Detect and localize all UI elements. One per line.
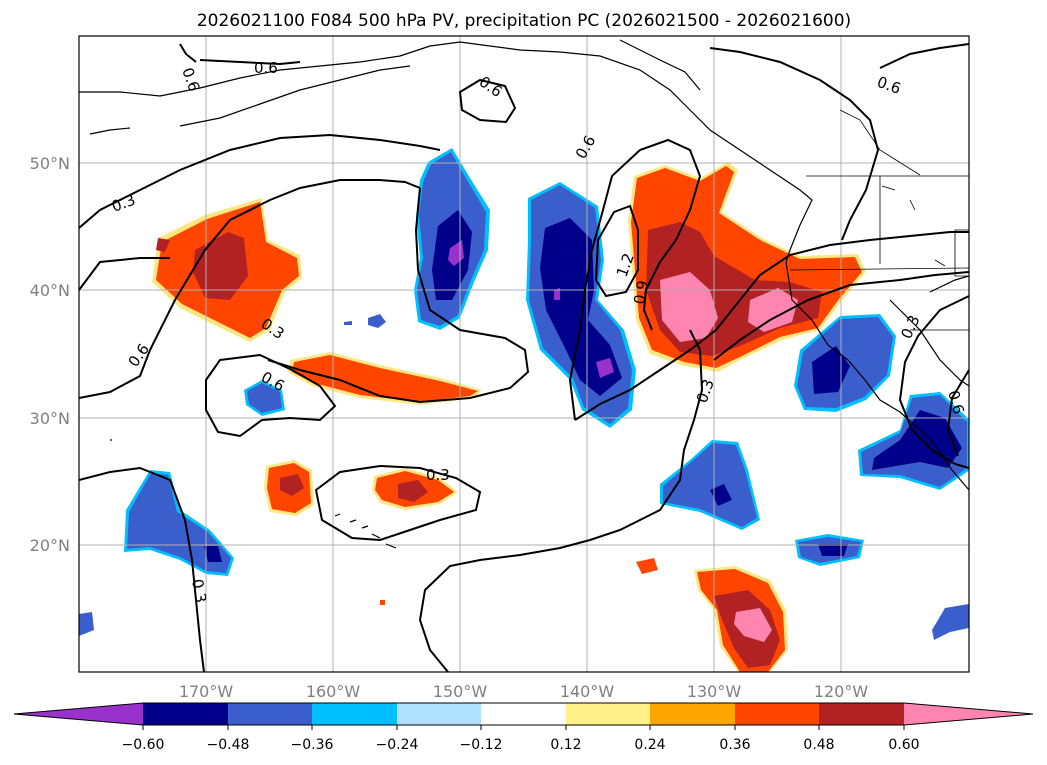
colorbar-tick-label: −0.24 (376, 737, 419, 753)
latitude-axis: 50°N 40°N 30°N 20°N (30, 154, 70, 555)
longitude-tick-label: 140°W (560, 682, 615, 701)
latitude-tick-label: 20°N (30, 536, 70, 555)
contour-label: 0.6 (944, 388, 968, 416)
longitude-tick-label: 130°W (687, 682, 742, 701)
precipitation-shading (79, 148, 969, 672)
colorbar-tick-label: 0.48 (803, 737, 834, 753)
latitude-tick-label: 30°N (30, 409, 70, 428)
colorbar-bin (566, 703, 650, 725)
colorbar-tick-label: 0.36 (719, 737, 750, 753)
longitude-tick-label: 170°W (179, 682, 234, 701)
map-gridlines (79, 36, 969, 672)
colorbar-tick-label: −0.36 (291, 737, 334, 753)
colorbar-tick-label: 0.60 (888, 737, 919, 753)
colorbar-bin (819, 703, 904, 725)
political-borders (789, 109, 969, 331)
colorbar-ticks (142, 725, 905, 730)
colorbar-tick-label: −0.48 (207, 737, 250, 753)
colorbar-low-extend (14, 703, 143, 725)
pv-contours (79, 43, 969, 672)
colorbar-tick-label: −0.12 (460, 737, 503, 753)
colorbar-bin (312, 703, 397, 725)
colorbar-bin (397, 703, 481, 725)
figure-title: 2026021100 F084 500 hPa PV, precipitatio… (197, 11, 851, 31)
colorbar-tick-label: 0.12 (550, 737, 581, 753)
colorbar-bin (228, 703, 313, 725)
colorbar-bin (650, 703, 735, 725)
longitude-axis: 170°W 160°W 150°W 140°W 130°W 120°W (179, 682, 869, 701)
latitude-tick-label: 40°N (30, 281, 70, 300)
colorbar-bin (143, 703, 228, 725)
longitude-tick-label: 160°W (306, 682, 361, 701)
contour-label: 0.6 (254, 59, 278, 77)
contour-label: 0.3 (426, 466, 450, 484)
colorbar-tick-label: 0.24 (634, 737, 665, 753)
latitude-tick-label: 50°N (30, 154, 70, 173)
colorbar: −0.60 −0.48 −0.36 −0.24 −0.12 0.12 0.24 … (13, 702, 1034, 753)
coastlines (79, 39, 969, 549)
colorbar-tick-label: −0.60 (122, 737, 165, 753)
longitude-tick-label: 150°W (433, 682, 488, 701)
map-frame (78, 35, 970, 673)
colorbar-bin (735, 703, 819, 725)
colorbar-high-extend (904, 703, 1033, 725)
longitude-tick-label: 120°W (814, 682, 869, 701)
colorbar-bin (481, 703, 566, 725)
contour-label: 0.3 (188, 578, 210, 605)
contour-label: 0.9 (630, 279, 652, 306)
